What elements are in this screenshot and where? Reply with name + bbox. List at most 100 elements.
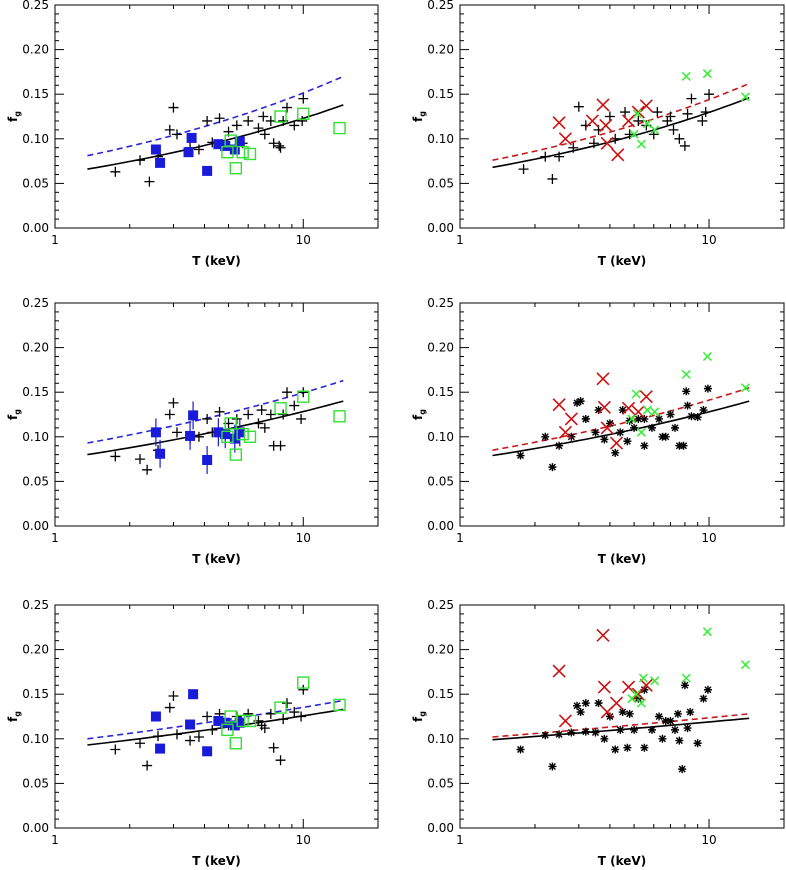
data-point-plus (268, 138, 279, 149)
data-point-plus (668, 124, 679, 135)
data-point-square-filled (213, 139, 224, 150)
data-point-plus (144, 176, 155, 187)
y-axis-label: fg (6, 111, 22, 122)
data-point-asterisk (640, 414, 649, 423)
y-tick-label: 0.05 (22, 176, 49, 190)
chart-panel-3: 0.00 0.05 0.10 0.15 0.20 0.25 1 10 T (keV) fg (6, 296, 379, 566)
y-tick-label: 0.25 (427, 598, 454, 612)
data-point-cross-small (702, 351, 712, 362)
data-point-plus (278, 409, 289, 420)
data-point-plus (265, 115, 276, 126)
data-point-cross-small (632, 109, 642, 119)
data-point-asterisk (658, 734, 667, 743)
data-point-asterisk (591, 728, 600, 737)
data-point-square-filled (155, 157, 166, 168)
plot-frame (54, 4, 379, 229)
data-point-plus (168, 102, 179, 113)
data-point-plus (278, 714, 289, 725)
data-point-square-filled (185, 719, 196, 730)
data-point-cross (639, 678, 653, 692)
data-point-square-filled (150, 427, 161, 438)
data-point-square-open (224, 134, 237, 147)
y-tick-label: 0.00 (22, 519, 49, 533)
data-point-asterisk (634, 414, 643, 423)
data-point-plus (171, 129, 182, 140)
data-point-square-filled (188, 689, 199, 700)
y-tick-label: 0.05 (427, 776, 454, 790)
data-point-asterisk (703, 384, 712, 393)
x-tick-label: 10 (296, 531, 311, 545)
data-point-cross (552, 664, 566, 678)
data-point-asterisk (670, 725, 679, 734)
data-point-asterisk (576, 397, 585, 406)
data-point-cross-small (650, 407, 660, 417)
data-point-asterisk (683, 401, 692, 410)
data-point-asterisk (581, 414, 590, 423)
data-point-plus (259, 422, 270, 433)
data-point-cross (596, 98, 610, 112)
y-axis-label-subscript: g (418, 711, 427, 717)
data-point-square-filled (155, 448, 166, 459)
data-point-asterisk (655, 712, 664, 721)
data-point-square-filled (213, 427, 224, 438)
data-point-cross-small (629, 129, 639, 139)
data-point-plus (193, 732, 204, 743)
data-point-square-filled (234, 136, 245, 147)
data-point-plus (633, 115, 644, 126)
x-tick-label: 1 (51, 833, 59, 847)
data-point-asterisk (616, 428, 625, 437)
y-axis-label-subscript: g (13, 111, 22, 117)
data-point-asterisk (661, 716, 670, 725)
chart-panel-5: 0.00 0.05 0.10 0.15 0.20 0.25 1 10 T (keV) fg (6, 598, 379, 868)
data-point-asterisk (516, 745, 525, 754)
data-point-plus (604, 111, 615, 122)
y-tick-label: 0.20 (22, 43, 49, 57)
data-point-cross (621, 401, 636, 415)
data-point-square-filled (155, 743, 166, 754)
data-point-plus (214, 113, 225, 124)
x-axis-label: T (keV) (192, 854, 240, 868)
data-point-square-filled (234, 717, 245, 728)
data-point-square-open (243, 147, 257, 161)
data-point-cross (600, 421, 614, 435)
data-point-asterisk (703, 685, 712, 694)
data-point-plus (289, 707, 300, 718)
data-point-plus (135, 155, 146, 166)
y-tick-label: 0.15 (22, 87, 49, 101)
data-point-plus (297, 115, 308, 126)
data-point-plus (253, 123, 264, 134)
data-point-plus (110, 451, 121, 462)
data-point-square-filled (186, 132, 197, 143)
data-point-square-filled (229, 144, 240, 155)
data-point-plus (268, 742, 279, 753)
data-point-square-filled (150, 144, 161, 155)
fit-line-solid (492, 97, 750, 169)
y-axis-label-subscript: g (418, 409, 427, 415)
data-point-plus (168, 397, 179, 408)
data-point-plus (243, 115, 254, 126)
data-point-asterisk (666, 716, 675, 725)
data-point-cross-small (636, 139, 646, 149)
data-point-cross (558, 132, 572, 146)
data-point-plus (168, 690, 179, 701)
data-point-plus (135, 738, 146, 749)
y-tick-label: 0.05 (427, 176, 454, 190)
data-point-square-open (333, 698, 346, 712)
data-point-asterisk (623, 437, 632, 446)
fit-line-dashed (87, 75, 344, 157)
data-point-square-open (221, 430, 234, 443)
y-tick-label: 0.20 (427, 643, 454, 657)
data-point-plus (282, 387, 293, 398)
chart-panel-6: 0.00 0.05 0.10 0.15 0.20 0.25 1 10 T (keV) fg (411, 598, 785, 868)
data-point-cross (585, 114, 599, 128)
x-tick-label: 1 (456, 531, 464, 545)
data-point-asterisk (623, 743, 632, 752)
x-tick-label: 10 (701, 531, 716, 545)
data-point-plus (700, 107, 711, 118)
data-point-plus (258, 111, 269, 122)
data-point-cross (599, 118, 613, 132)
data-point-square-filled (183, 147, 194, 158)
x-tick-label: 1 (51, 531, 59, 545)
data-point-asterisk (670, 423, 679, 432)
